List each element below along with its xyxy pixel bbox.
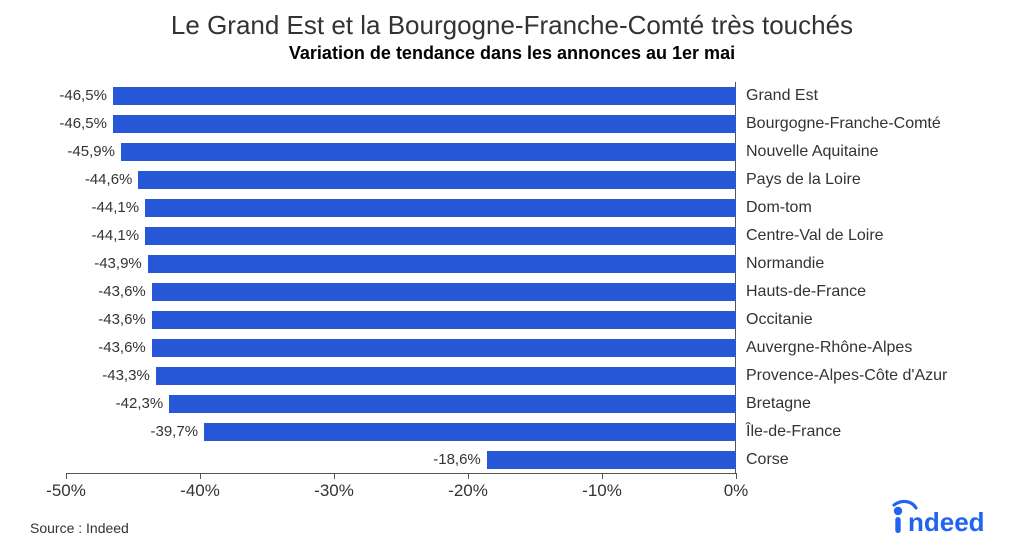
bar [487,451,736,469]
svg-text:ndeed: ndeed [908,507,985,537]
bar-row: -46,5% [66,82,736,110]
bar-row: -44,1% [66,222,736,250]
bar-row: -43,3% [66,362,736,390]
x-tick-label: -10% [582,481,622,501]
chart-subtitle: Variation de tendance dans les annonces … [30,43,994,64]
plot-area: -50%-40%-30%-20%-10%0%-46,5%-46,5%-45,9%… [30,82,994,502]
bar [145,227,736,245]
bar [152,283,736,301]
category-label: Bourgogne-Franche-Comté [746,110,941,138]
chart-title: Le Grand Est et la Bourgogne-Franche-Com… [30,10,994,41]
bar-value-label: -44,6% [85,171,133,189]
bar-value-label: -43,6% [98,339,146,357]
x-tick-label: -20% [448,481,488,501]
bar-row: -46,5% [66,110,736,138]
bar-row: -18,6% [66,446,736,474]
bar [145,199,736,217]
x-tick-label: -50% [46,481,86,501]
bar-value-label: -42,3% [116,395,164,413]
bar [152,311,736,329]
bar [113,115,736,133]
x-tick-mark [736,473,737,479]
bar-value-label: -43,3% [102,367,150,385]
category-label: Normandie [746,250,824,278]
bar [156,367,736,385]
category-label: Grand Est [746,82,818,110]
x-tick-label: -40% [180,481,220,501]
category-label: Dom-tom [746,194,812,222]
bar-value-label: -44,1% [92,227,140,245]
x-tick-label: 0% [724,481,749,501]
category-label: Auvergne-Rhône-Alpes [746,334,912,362]
bar-row: -39,7% [66,418,736,446]
source-text: Source : Indeed [30,520,129,536]
chart-container: Le Grand Est et la Bourgogne-Franche-Com… [30,10,994,502]
bar-row: -43,6% [66,306,736,334]
bar [152,339,736,357]
bar-row: -45,9% [66,138,736,166]
bars-area: -50%-40%-30%-20%-10%0%-46,5%-46,5%-45,9%… [66,82,736,474]
bar-row: -43,9% [66,250,736,278]
category-label: Corse [746,446,789,474]
x-tick: 0% [736,82,737,473]
category-label: Île-de-France [746,418,841,446]
category-label: Centre-Val de Loire [746,222,884,250]
category-label: Nouvelle Aquitaine [746,138,879,166]
bar-value-label: -43,9% [94,255,142,273]
indeed-logo: ndeed [884,499,994,542]
x-tick-label: -30% [314,481,354,501]
bar-value-label: -43,6% [98,283,146,301]
bar-value-label: -44,1% [92,199,140,217]
bar [169,395,736,413]
category-label: Occitanie [746,306,813,334]
bar-value-label: -39,7% [151,423,199,441]
category-label: Bretagne [746,390,811,418]
bar-row: -43,6% [66,278,736,306]
bar-value-label: -45,9% [67,143,115,161]
bar-row: -44,1% [66,194,736,222]
bar-value-label: -18,6% [433,451,481,469]
bar [121,143,736,161]
bar-row: -42,3% [66,390,736,418]
bar-value-label: -43,6% [98,311,146,329]
bar-row: -43,6% [66,334,736,362]
category-label: Pays de la Loire [746,166,861,194]
bar-value-label: -46,5% [59,87,107,105]
category-label: Hauts-de-France [746,278,866,306]
bar [148,255,736,273]
category-label: Provence-Alpes-Côte d'Azur [746,362,947,390]
bar-row: -44,6% [66,166,736,194]
bar [204,423,736,441]
bar [113,87,736,105]
bar-value-label: -46,5% [59,115,107,133]
bar [138,171,736,189]
